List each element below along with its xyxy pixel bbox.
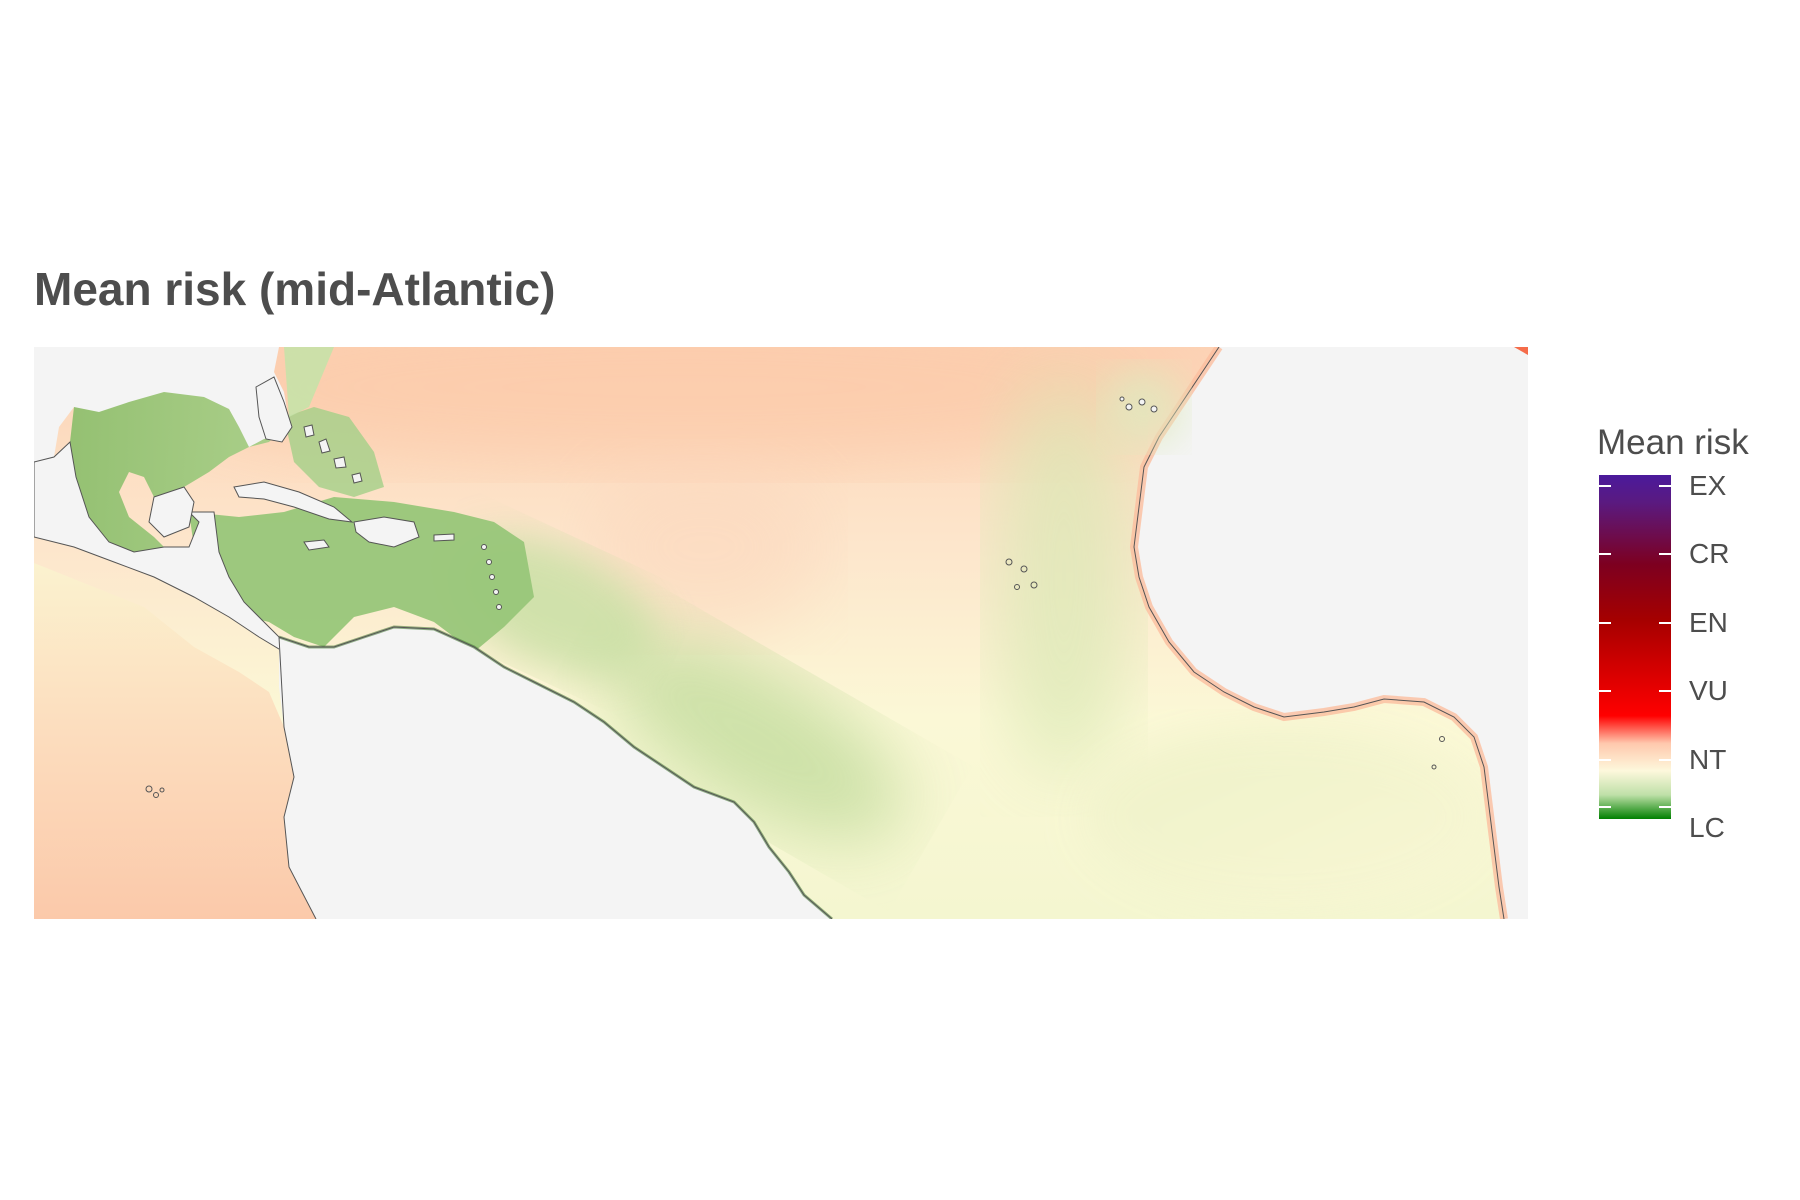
canary-islands	[1119, 396, 1158, 413]
legend-tick	[1659, 622, 1671, 624]
legend-tick	[1659, 553, 1671, 555]
puerto-rico	[433, 533, 455, 542]
legend-tick	[1599, 806, 1611, 808]
legend-label-lc: LC	[1689, 812, 1725, 843]
galapagos-islands	[145, 785, 165, 798]
risk-map	[34, 347, 1528, 919]
map-panel	[34, 347, 1528, 919]
brazil-shelf-zone	[602, 632, 906, 842]
legend-label-en: EN	[1689, 607, 1728, 638]
jamaica	[303, 539, 330, 551]
hispaniola	[353, 516, 420, 548]
risk-legend: Mean risk EX CR EN VU NT LC	[1597, 423, 1797, 843]
legend-title: Mean risk	[1597, 423, 1749, 462]
lesser-antilles	[481, 544, 502, 610]
south-america-land	[279, 627, 832, 919]
cuba	[233, 481, 354, 523]
gulf-of-guinea-islands	[1431, 736, 1445, 770]
legend-label-ex: EX	[1689, 470, 1727, 501]
legend-label-vu: VU	[1689, 675, 1728, 706]
florida	[255, 376, 293, 443]
cape-verde-islands	[1005, 558, 1038, 590]
legend-tick	[1599, 622, 1611, 624]
legend-tick	[1599, 759, 1611, 761]
legend-tick	[1659, 690, 1671, 692]
central-america-land	[34, 440, 310, 658]
africa-land	[1134, 347, 1528, 919]
legend-tick	[1659, 806, 1671, 808]
north-atlantic-warm-zone	[164, 347, 1204, 467]
yucatan-peninsula	[148, 486, 195, 538]
legend-tick	[1659, 485, 1671, 487]
bahamas-islands	[303, 424, 363, 484]
legend-color-bar	[1599, 475, 1671, 819]
gulf-of-mexico	[70, 382, 284, 552]
legend-tick	[1599, 485, 1611, 487]
legend-tick	[1659, 759, 1671, 761]
legend-tick	[1599, 553, 1611, 555]
legend-label-nt: NT	[1689, 744, 1727, 775]
north-america-land	[34, 347, 289, 462]
eastern-pacific	[34, 563, 316, 919]
map-title: Mean risk (mid-Atlantic)	[34, 263, 556, 315]
legend-tick	[1599, 690, 1611, 692]
legend-label-cr: CR	[1689, 538, 1730, 569]
